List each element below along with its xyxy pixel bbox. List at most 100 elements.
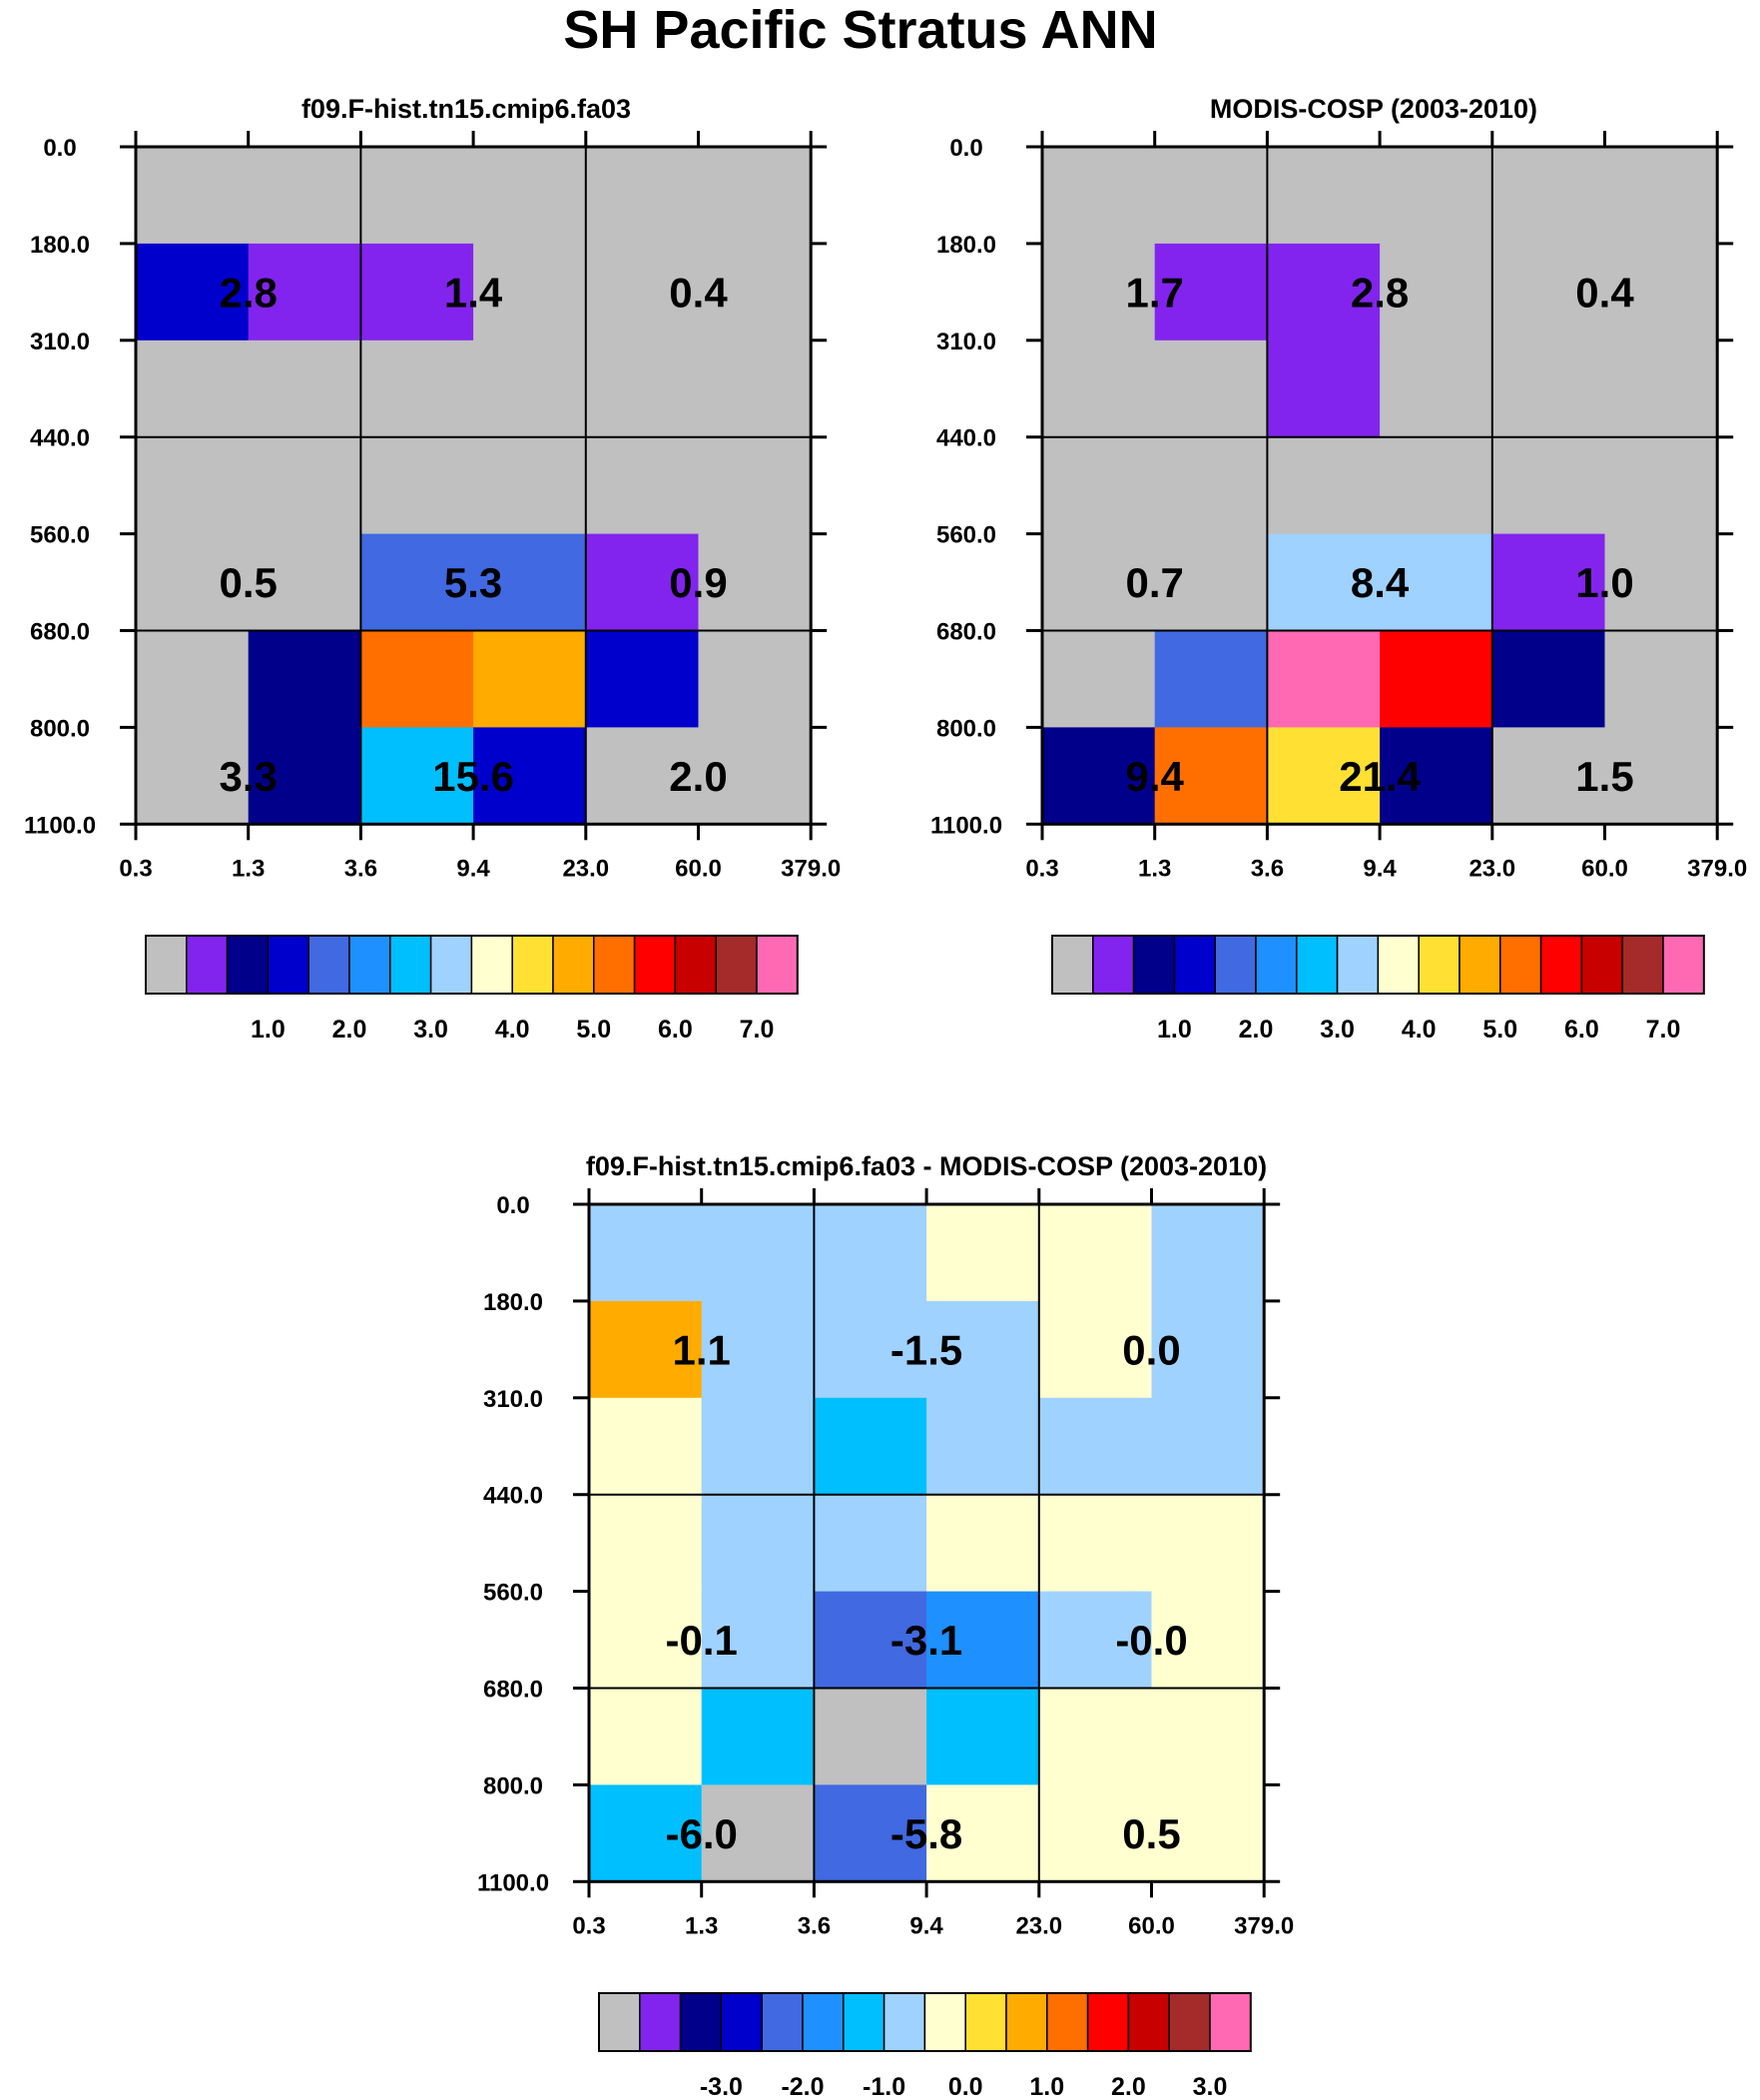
box-value-label: 1.4 bbox=[444, 269, 503, 316]
heatmap-cell bbox=[926, 1204, 1040, 1302]
box-value-label: 8.4 bbox=[1351, 559, 1410, 606]
box-value-label: -3.1 bbox=[890, 1617, 962, 1664]
panel-title: f09.F-hist.tn15.cmip6.fa03 bbox=[301, 94, 631, 124]
box-value-label: 1.7 bbox=[1126, 269, 1184, 316]
colorbar-swatch bbox=[1132, 935, 1176, 995]
heatmap-cell bbox=[585, 727, 700, 825]
x-tick-label: 3.6 bbox=[798, 1912, 831, 1939]
colorbar-tick-label: 2.0 bbox=[1239, 1016, 1274, 1044]
heatmap-cell bbox=[926, 1784, 1040, 1882]
x-tick-label: 9.4 bbox=[456, 855, 490, 882]
box-value-label: 2.0 bbox=[669, 753, 727, 800]
heatmap-cell bbox=[814, 1591, 927, 1690]
y-tick-label: 800.0 bbox=[30, 715, 90, 742]
colorbar: 1.0 2.0 3.0 4.0 5.0 6.0 7.0 bbox=[1051, 935, 1705, 1044]
heatmap-cell bbox=[1151, 1591, 1265, 1690]
heatmap-cell bbox=[814, 1397, 927, 1496]
colorbar-swatch bbox=[1214, 935, 1257, 995]
colorbar-tick-label: 3.0 bbox=[1193, 2073, 1228, 2100]
heatmap-cell bbox=[248, 243, 361, 342]
heatmap-cell bbox=[473, 630, 587, 728]
y-tick-label: 440.0 bbox=[483, 1483, 543, 1510]
x-tick-label: 3.6 bbox=[1251, 855, 1284, 882]
box-value-label: 0.5 bbox=[220, 559, 278, 606]
colorbar-swatch bbox=[843, 1992, 885, 2052]
colorbar-swatch bbox=[1539, 935, 1583, 995]
heatmap-panel-3: f09.F-hist.tn15.cmip6.fa03 - MODIS-COSP … bbox=[477, 1151, 1294, 2100]
heatmap-cell bbox=[1267, 243, 1381, 342]
colorbar-tick-label: 7.0 bbox=[1646, 1016, 1681, 1044]
heatmap-cell bbox=[1604, 243, 1718, 342]
heatmap-cell bbox=[136, 147, 250, 245]
colorbar-swatch bbox=[1459, 935, 1501, 995]
box-value-label: 0.0 bbox=[1122, 1326, 1180, 1373]
heatmap-cell bbox=[1380, 243, 1493, 342]
colorbar-swatch bbox=[1255, 935, 1298, 995]
figure-title: SH Pacific Stratus ANN bbox=[563, 0, 1157, 60]
colorbar-swatch bbox=[307, 935, 350, 995]
colorbar-swatch bbox=[639, 1992, 682, 2052]
heatmap-cell bbox=[1042, 630, 1156, 728]
heatmap-cell bbox=[1038, 1494, 1153, 1593]
heatmap-cell bbox=[360, 436, 474, 535]
heatmap-cell bbox=[1154, 147, 1268, 245]
colorbar-swatch bbox=[923, 1992, 966, 2052]
heatmap-cell bbox=[698, 533, 812, 632]
heatmap-cell bbox=[1151, 1397, 1265, 1496]
heatmap-cell bbox=[248, 436, 361, 535]
colorbar-swatch bbox=[1127, 1992, 1170, 2052]
box-value-label: -5.8 bbox=[890, 1810, 962, 1857]
heatmap-cell bbox=[585, 243, 700, 342]
heatmap-cell bbox=[473, 243, 587, 342]
colorbar-tick-label: 2.0 bbox=[1111, 2073, 1146, 2100]
heatmap-cell bbox=[1491, 340, 1606, 438]
heatmap-cell bbox=[1042, 340, 1156, 438]
x-tick-label: 379.0 bbox=[1234, 1912, 1294, 1939]
heatmap-cell bbox=[1491, 436, 1606, 535]
x-tick-label: 0.3 bbox=[119, 855, 152, 882]
heatmap-cell bbox=[1038, 1688, 1153, 1785]
colorbar-tick-label: 6.0 bbox=[658, 1016, 693, 1044]
heatmap-cell bbox=[1380, 436, 1493, 535]
colorbar-swatch bbox=[1046, 1992, 1089, 2052]
heatmap-cell bbox=[1380, 533, 1493, 632]
heatmap-cell bbox=[1604, 630, 1718, 728]
heatmap-cell bbox=[698, 630, 812, 728]
colorbar-swatch bbox=[802, 1992, 845, 2052]
colorbar-frame bbox=[598, 1992, 1252, 2052]
colorbar-swatch bbox=[1418, 935, 1461, 995]
heatmap-cell bbox=[701, 1397, 815, 1496]
x-tick-label: 23.0 bbox=[562, 855, 609, 882]
heatmap-cell bbox=[585, 436, 700, 535]
colorbar-swatch bbox=[186, 935, 229, 995]
heatmap-cell bbox=[585, 630, 700, 728]
heatmap-cell bbox=[1491, 243, 1606, 342]
colorbar-swatch bbox=[679, 1992, 723, 2052]
heatmap-cell bbox=[248, 340, 361, 438]
box-value-label: 9.4 bbox=[1126, 753, 1185, 800]
heatmap-cell bbox=[1154, 630, 1268, 728]
x-tick-label: 60.0 bbox=[675, 855, 722, 882]
box-value-label: 0.4 bbox=[1575, 269, 1634, 316]
heatmap-cell bbox=[1038, 1591, 1153, 1690]
x-tick-label: 60.0 bbox=[1581, 855, 1628, 882]
colorbar-swatch bbox=[226, 935, 270, 995]
heatmap-cell bbox=[701, 1300, 815, 1399]
box-value-label: 0.4 bbox=[669, 269, 728, 316]
heatmap-cell bbox=[1151, 1300, 1265, 1399]
colorbar-tick-label: -2.0 bbox=[781, 2073, 824, 2100]
heatmap-cell bbox=[1151, 1494, 1265, 1593]
heatmap-cell bbox=[1380, 630, 1493, 728]
heatmap-cell bbox=[1151, 1784, 1265, 1882]
heatmap-cell bbox=[1042, 727, 1156, 825]
colorbar-swatch bbox=[598, 1992, 641, 2052]
heatmap-cell bbox=[1604, 727, 1718, 825]
heatmap-cell bbox=[1154, 243, 1268, 342]
heatmap-cell bbox=[814, 1300, 927, 1399]
colorbar-swatch bbox=[348, 935, 391, 995]
box-value-label: 2.8 bbox=[1351, 269, 1409, 316]
heatmap-cell bbox=[473, 436, 587, 535]
colorbar-tick-label: 1.0 bbox=[1157, 1016, 1192, 1044]
colorbar-swatch bbox=[720, 1992, 763, 2052]
heatmap-cell bbox=[589, 1591, 703, 1690]
